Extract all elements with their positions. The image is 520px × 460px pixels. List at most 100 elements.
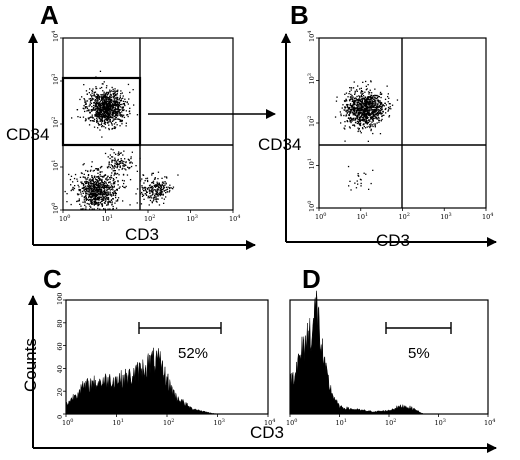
scatter-point [107,92,109,94]
scatter-point [149,187,151,189]
scatter-point [362,109,365,111]
scatter-point [91,192,93,194]
scatter-point [125,169,127,171]
scatter-point [355,114,357,116]
scatter-point [127,114,129,116]
scatter-point [161,183,163,185]
y-tick-label: 103 [51,74,60,85]
scatter-point [118,169,120,171]
scatter-point [107,117,110,119]
scatter-point [88,196,90,199]
scatter-point [114,181,116,183]
scatter-point [83,163,85,165]
scatter-point [118,111,120,113]
scatter-point [101,186,103,188]
scatter-point [122,100,125,102]
scatter-point [159,191,161,193]
scatter-point [353,81,355,83]
scatter-point [94,196,96,198]
scatter-point [345,104,348,106]
scatter-point [100,175,102,177]
scatter-point [127,158,129,160]
scatter-point [382,104,384,107]
scatter-point [115,196,117,199]
scatter-point [112,149,114,151]
scatter-point [378,112,380,114]
scatter-point [99,116,101,118]
scatter-point [147,187,149,189]
scatter-point [120,159,123,162]
scatter-point [96,115,98,117]
scatter-point [95,168,97,170]
scatter-point [87,109,89,111]
scatter-point [117,154,119,156]
scatter-point [367,107,369,109]
scatter-point [114,116,117,118]
scatter-point [96,179,98,181]
scatter-point [368,119,371,121]
scatter-point [366,126,368,128]
scatter-point [353,104,355,106]
scatter-point [99,194,101,196]
scatter-point [110,94,112,97]
scatter-point [146,177,149,179]
scatter-point [118,118,120,121]
scatter-point [136,188,139,190]
scatter-point [157,171,160,173]
scatter-point [350,110,352,113]
scatter-point [107,204,109,206]
scatter-point [377,96,379,98]
scatter-point [369,106,372,108]
scatter-point [101,102,103,104]
scatter-point [103,95,105,97]
scatter-point [123,165,125,167]
scatter-point [87,176,89,179]
scatter-point [357,104,359,106]
scatter-point [349,118,351,120]
scatter-point [114,115,116,117]
scatter-point [160,191,162,193]
scatter-point [97,111,99,114]
scatter-point [99,120,101,122]
scatter-point [371,117,373,119]
y-tick-label: 102 [307,116,316,127]
scatter-point [100,118,102,120]
scatter-point [103,102,105,104]
scatter-point [354,125,356,127]
scatter-point [111,204,113,206]
scatter-point [120,93,122,95]
scatter-point [88,195,91,197]
scatter-point [74,173,77,176]
scatter-point [161,191,164,193]
scatter-point [121,162,123,164]
scatter-point [90,188,92,190]
scatter-point [116,111,118,113]
scatter-point [89,98,92,100]
scatter-point [355,187,358,189]
scatter-point [361,103,363,106]
scatter-point [374,115,376,117]
scatter-point [77,116,79,118]
scatter-point [94,178,97,180]
scatter-point [82,201,84,203]
scatter-point [109,111,111,113]
scatter-point [344,93,346,95]
scatter-point [114,106,116,109]
scatter-point [104,103,107,105]
scatter-point [364,108,366,110]
scatter-point [354,107,356,109]
scatter-point [91,105,93,108]
scatter-point [101,181,103,183]
scatter-point [149,195,151,197]
scatter-point [112,117,114,119]
scatter-point [370,123,372,125]
scatter-point [103,184,105,186]
scatter-point [109,201,111,203]
scatter-point [356,180,358,182]
scatter-point [371,100,373,102]
scatter-point [79,176,82,178]
scatter-point [357,173,359,175]
scatter-point [112,112,115,114]
scatter-point [97,205,99,207]
